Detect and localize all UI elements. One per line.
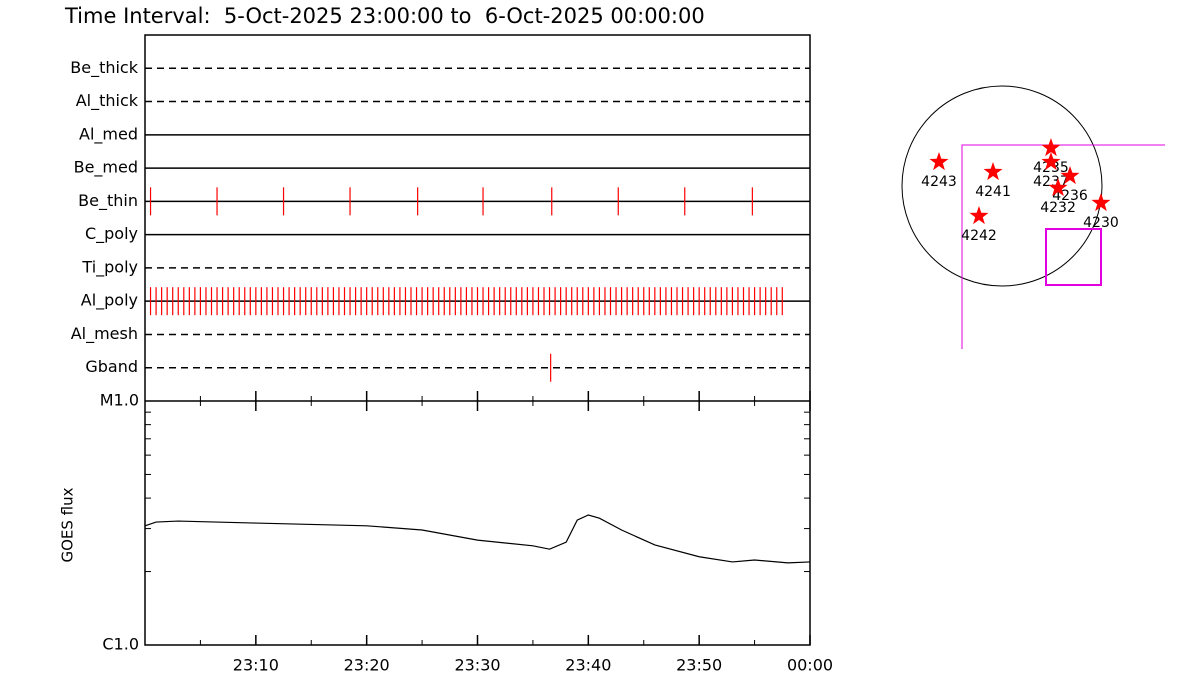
x-tick-label: 23:10 xyxy=(233,656,279,675)
y-tick-label: C1.0 xyxy=(102,635,139,654)
region-label: 4230 xyxy=(1083,215,1119,231)
row-label: Be_thick xyxy=(70,58,138,78)
active-region xyxy=(1048,178,1068,197)
active-region xyxy=(929,152,949,171)
row-label: Al_mesh xyxy=(71,324,138,344)
solar-disk xyxy=(901,85,1103,287)
active-region xyxy=(983,162,1003,181)
x-tick-label: 00:00 xyxy=(787,656,833,675)
row-label: Al_thick xyxy=(76,91,139,111)
region-label: 4235 xyxy=(1033,160,1069,176)
x-tick-label: 23:30 xyxy=(454,656,500,675)
row-label: Be_thin xyxy=(78,191,138,211)
fov-box xyxy=(1045,228,1102,286)
fov-box xyxy=(961,144,1165,349)
plot-frame xyxy=(144,34,811,646)
row-label: Al_med xyxy=(79,124,138,144)
goes-curve xyxy=(144,514,811,564)
row-label: Al_poly xyxy=(81,291,138,311)
active-region xyxy=(1091,193,1111,212)
active-region xyxy=(1041,138,1061,157)
x-tick-label: 23:20 xyxy=(344,656,390,675)
active-region xyxy=(1041,152,1061,171)
row-label: Gband xyxy=(85,357,138,376)
y-axis-label: GOES flux xyxy=(59,487,77,562)
row-label: C_poly xyxy=(85,224,138,244)
region-label: 4241 xyxy=(975,184,1011,200)
x-tick-label: 23:50 xyxy=(676,656,722,675)
active-region xyxy=(969,206,989,225)
x-tick-label: 23:40 xyxy=(565,656,611,675)
region-label: 4242 xyxy=(961,228,997,244)
y-tick-label: M1.0 xyxy=(100,391,139,410)
row-label: Be_med xyxy=(74,158,138,178)
region-label: 4232 xyxy=(1040,200,1076,216)
chart-title: Time Interval: 5-Oct-2025 23:00:00 to 6-… xyxy=(64,4,705,28)
active-region xyxy=(1060,166,1080,185)
row-label: Ti_poly xyxy=(81,257,138,277)
region-label: 4243 xyxy=(921,174,957,190)
